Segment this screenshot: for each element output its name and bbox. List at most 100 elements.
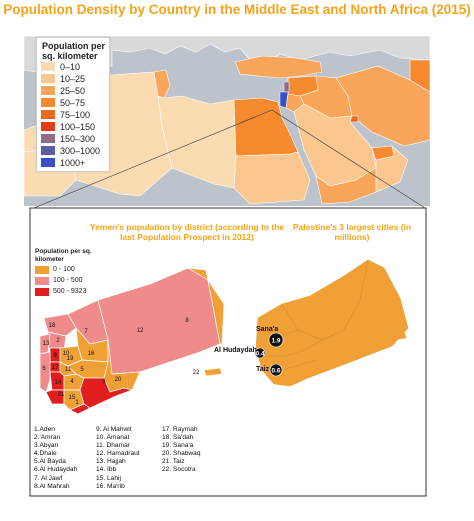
city-marker-sanaa <box>268 332 284 348</box>
legend-row: 75–100 <box>41 109 91 120</box>
district-number: 15 <box>69 395 76 401</box>
legend-swatch <box>41 86 55 95</box>
city-value-hudaydah: 0.4 <box>255 351 264 358</box>
density-legend: Population per sq. kilometer 0–10 10–25 … <box>36 37 110 172</box>
district-number: 5 <box>80 367 84 373</box>
district-6-hudaydah <box>39 351 51 393</box>
district-list-item: 17. Raymah <box>162 426 198 433</box>
country-yemen <box>315 167 377 205</box>
legend-row: 25–50 <box>41 85 86 96</box>
legend-label: 300–1000 <box>60 145 101 156</box>
yemen-district-map <box>39 267 225 415</box>
district-list-item: 5.Al Bayda <box>34 458 66 466</box>
district-18-sadah <box>43 313 77 337</box>
legend-swatch <box>41 158 55 167</box>
country-afghanistan <box>409 59 431 93</box>
cities-inset-title: Palestine's 3 largest cities (in million… <box>292 222 412 242</box>
legend-label: 10–25 <box>60 73 86 84</box>
legend-label: 0–10 <box>60 61 81 72</box>
city-label-sanaa: Sana'a <box>256 326 279 333</box>
district-list-item: 18. Sa'dah <box>162 434 194 442</box>
country-turkey <box>234 55 323 79</box>
district-list-item: 13. Hajjah <box>96 458 126 466</box>
legend-swatch <box>41 62 55 71</box>
yemen-cities-map <box>254 259 409 387</box>
legend-label: 50–75 <box>60 97 86 108</box>
yemen-legend-row: 500 - 9323 <box>35 286 105 297</box>
district-number: 8 <box>185 318 189 324</box>
district-number: 18 <box>49 323 56 329</box>
legend-swatch <box>41 74 55 83</box>
district-list-item: 6.Al Hudaydah <box>34 466 78 474</box>
yemen-inset-title: Yemen's population by district (accordin… <box>89 222 285 242</box>
country-sudan <box>233 151 311 205</box>
legend-swatch <box>41 110 55 119</box>
district-number: 11 <box>65 367 72 373</box>
district-number: 13 <box>43 341 50 347</box>
district-list-item: 10. Amanat <box>96 434 130 442</box>
legend-row: 1000+ <box>41 157 86 168</box>
district-list-item: 20. Shabwaq <box>162 450 201 458</box>
country-iran <box>335 65 431 147</box>
legend-row: 100–150 <box>41 121 96 132</box>
legend-label: 100–150 <box>60 121 96 132</box>
district-number: 9 <box>53 353 57 359</box>
city-label-taiz: Taiz <box>256 366 270 373</box>
city-value-taiz: 0.6 <box>271 368 280 375</box>
cities-yemen-outline <box>255 259 409 387</box>
legend-label: 25–50 <box>60 85 86 96</box>
district-number: 19 <box>67 356 74 362</box>
district-1-aden <box>69 403 91 415</box>
legend-swatch <box>41 98 55 107</box>
legend-label: 1000+ <box>60 157 86 168</box>
legend-row: 150–300 <box>41 133 96 144</box>
district-8-mahrah <box>187 267 225 345</box>
yemen-legend-title: Population per sq. kilometer <box>35 248 92 263</box>
legend-row: 10–25 <box>41 73 86 84</box>
district-list-col-3: 17. Raymah 18. Sa'dah 19. Sana'a 20. Sha… <box>162 426 201 475</box>
district-13-hajjah <box>39 333 51 355</box>
district-list-item: 3.Abyan <box>34 442 59 450</box>
district-list-item: 16. Ma'rib <box>96 482 125 490</box>
district-number: 16 <box>88 351 95 357</box>
district-number: 7 <box>84 329 88 335</box>
district-number: 1 <box>75 400 79 406</box>
yemen-legend-swatch <box>35 265 49 274</box>
city-marker-hudaydah <box>254 347 266 359</box>
district-list-item: 1.Aden <box>34 426 55 433</box>
yemen-legend-row: 100 - 500 <box>35 275 105 286</box>
yemen-legend-swatch <box>35 287 49 296</box>
legend-row: 50–75 <box>41 97 86 108</box>
district-list-item: 22. Socotra <box>162 466 196 474</box>
country-lebanon <box>283 81 290 93</box>
district-number: 12 <box>137 328 144 334</box>
district-22-socotra <box>203 367 223 377</box>
legend-label: 150–300 <box>60 133 96 144</box>
legend-row: 300–1000 <box>41 145 101 156</box>
district-list-col-1: 1.Aden 2.'Amran 3.Abyan 4.Dhale 5.Al Bay… <box>34 426 77 491</box>
district-list-item: 11. Dhamar <box>96 442 130 450</box>
district-list-item: 8.Al Mahrah <box>34 482 70 490</box>
district-list-item: 9. Al Mahwit <box>96 426 132 433</box>
district-list-item: 19. Sana'a <box>162 442 194 450</box>
yemen-legend-label: 500 - 9323 <box>53 288 87 295</box>
district-list-item: 21. Taiz <box>162 458 185 466</box>
district-number: 10 <box>63 351 70 357</box>
district-number: 21 <box>58 392 65 398</box>
yemen-legend-label: 0 - 100 <box>53 266 75 273</box>
district-number: 4 <box>70 379 74 385</box>
yemen-legend: Population per sq. kilometer 0 - 100 100… <box>35 248 105 297</box>
legend-label: 75–100 <box>60 109 91 120</box>
country-tunisia <box>153 69 171 99</box>
district-3-abyan <box>79 377 134 409</box>
legend-swatch <box>41 122 55 131</box>
district-number: 14 <box>55 380 62 386</box>
yemen-legend-label: 100 - 500 <box>53 277 83 284</box>
cities-socotra <box>387 331 407 341</box>
district-list-item: 2.'Amran <box>34 434 61 442</box>
map-title: Population Density by Country in the Mid… <box>3 2 471 17</box>
yemen-legend-row: 0 - 100 <box>35 264 105 275</box>
district-number: 3 <box>102 379 106 385</box>
legend-swatch <box>41 146 55 155</box>
